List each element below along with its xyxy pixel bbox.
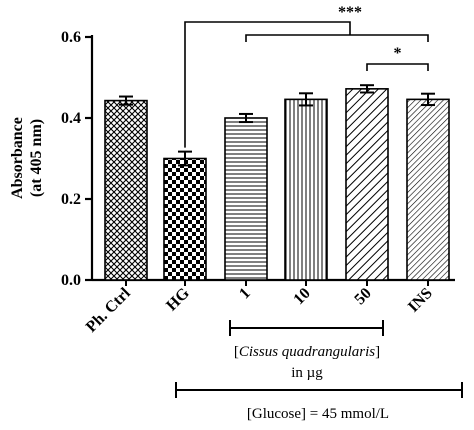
significance-bracket-hg: [184, 21, 351, 148]
bar: [284, 98, 328, 281]
y-tick-label: 0.0: [61, 272, 81, 289]
bar: [406, 98, 450, 281]
group-bracket-glucose: [175, 382, 463, 398]
y-axis-label: Absorbance (at 405 nm): [9, 117, 45, 199]
group-label-cissus: [Cissus quadrangularis]: [234, 344, 380, 360]
y-axis-label-line2: (at 405 nm): [28, 119, 45, 197]
group-annotations: [Cissus quadrangularis] in µg [Glucose] = …: [175, 320, 463, 422]
x-tick-label: Ph. Ctrl: [83, 284, 134, 335]
group-label-glucose: [Glucose] = 45 mmol/L: [247, 406, 389, 422]
bar: [345, 88, 389, 281]
error-bars: [119, 84, 435, 167]
significance-label: ***: [338, 4, 362, 21]
significance-bracket-group: [245, 34, 429, 42]
group-label-cissus-unit: in µg: [291, 365, 323, 381]
x-tick-label: 1: [236, 285, 254, 303]
y-axis: 0.0 0.2 0.4 0.6: [61, 29, 94, 289]
significance-bracket-50-ins: [366, 63, 429, 71]
bars: [104, 88, 450, 281]
bar: [224, 117, 268, 281]
y-axis-label-line1: Absorbance: [9, 117, 26, 199]
bar: [163, 157, 207, 281]
significance-label: *: [394, 45, 402, 62]
x-tick-label: INS: [405, 285, 436, 316]
x-tick-label: HG: [163, 284, 193, 314]
y-tick-label: 0.2: [61, 191, 81, 208]
significance-brackets: ****: [184, 4, 429, 148]
y-tick-label: 0.4: [61, 110, 81, 127]
group-bracket-cissus: [229, 320, 384, 336]
y-tick-label: 0.6: [61, 29, 81, 46]
bar: [104, 99, 148, 281]
x-tick-label: 10: [290, 285, 313, 308]
x-tick-label: 50: [351, 285, 374, 308]
